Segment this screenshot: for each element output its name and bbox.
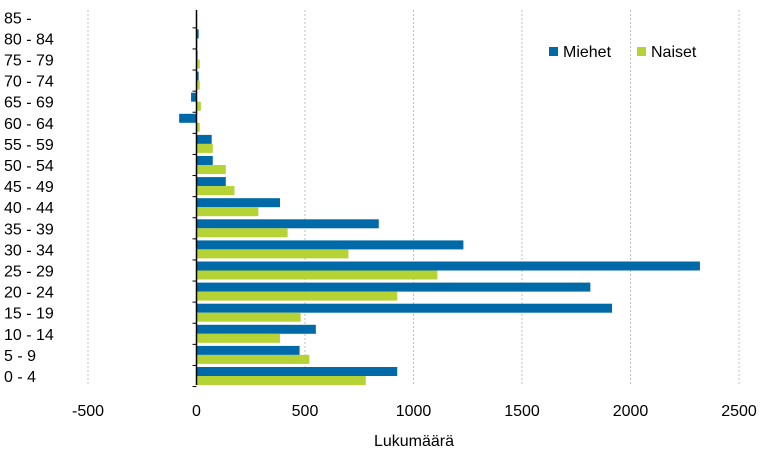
bar-naiset-0-4 [196, 376, 366, 385]
bar-miehet-10-14 [196, 324, 316, 334]
y-tick-label: 80 - 84 [4, 31, 54, 48]
bar-miehet-0-4 [196, 367, 398, 376]
bar-naiset-25-29 [196, 270, 438, 280]
y-tick-label: 75 - 79 [4, 53, 54, 70]
x-tick-label: 2500 [721, 403, 757, 420]
y-tick-label: 45 - 49 [4, 179, 54, 196]
bar-miehet-70-74 [196, 71, 199, 81]
bar-miehet-35-39 [196, 219, 379, 229]
x-tick-label: 1000 [396, 403, 432, 420]
x-tick-label: 500 [292, 403, 319, 420]
bar-miehet-20-24 [196, 282, 591, 292]
y-tick-label: 0 - 4 [4, 369, 36, 386]
y-tick-label: 15 - 19 [4, 306, 54, 323]
y-tick-label: 65 - 69 [4, 95, 54, 112]
axis-layer: -500 0 500 1000 1500 2000 2500 0 - 4 5 - 9 10 - 1… [4, 10, 757, 420]
grid-layer [87, 10, 740, 385]
bars-layer [179, 29, 700, 385]
bar-miehet-40-44 [196, 198, 281, 208]
bar-naiset-50-54 [196, 165, 226, 174]
bar-miehet-45-49 [196, 177, 226, 187]
bar-naiset-20-24 [196, 291, 398, 301]
y-tick-label: 10 - 14 [4, 327, 54, 344]
bar-naiset-55-59 [196, 143, 213, 153]
bar-naiset-45-49 [196, 186, 235, 196]
bar-naiset-70-74 [196, 80, 200, 90]
y-tick-label: 5 - 9 [4, 348, 36, 365]
bar-naiset-10-14 [196, 333, 281, 343]
bar-naiset-40-44 [196, 207, 259, 217]
legend-label-naiset: Naiset [651, 44, 697, 61]
x-tick-label: 0 [192, 403, 201, 420]
bar-naiset-35-39 [196, 228, 288, 238]
bar-miehet-15-19 [196, 303, 613, 313]
y-tick-label: 55 - 59 [4, 137, 54, 154]
y-tick-label: 30 - 34 [4, 242, 54, 259]
x-axis-title: Lukumäärä [374, 433, 454, 450]
y-tick-label: 20 - 24 [4, 285, 54, 302]
bar-miehet-25-29 [196, 261, 700, 271]
bar-naiset-60-64 [196, 122, 200, 132]
legend: Miehet Naiset [549, 44, 697, 61]
y-tick-label: 70 - 74 [4, 74, 54, 91]
y-tick-label: 35 - 39 [4, 221, 54, 238]
y-tick-label: 40 - 44 [4, 200, 54, 217]
bar-naiset-5-9 [196, 354, 310, 364]
bar-naiset-15-19 [196, 312, 301, 322]
y-tick-label: 50 - 54 [4, 158, 54, 175]
bar-naiset-75-79 [196, 59, 200, 69]
bar-naiset-30-34 [196, 249, 349, 259]
y-tick-label: 25 - 29 [4, 264, 54, 281]
bar-miehet-55-59 [196, 134, 212, 144]
bar-miehet-5-9 [196, 345, 300, 355]
x-tick-label: 1500 [504, 403, 540, 420]
bar-miehet-60-64 [179, 113, 197, 123]
x-tick-label: 2000 [613, 403, 649, 420]
bar-miehet-80-84 [196, 29, 199, 39]
legend-swatch-naiset [637, 47, 646, 56]
legend-swatch-miehet [549, 47, 558, 56]
bar-naiset-65-69 [196, 101, 201, 111]
bar-miehet-65-69 [191, 92, 197, 102]
y-tick-label: 60 - 64 [4, 116, 54, 133]
bar-miehet-30-34 [196, 240, 464, 250]
legend-label-miehet: Miehet [563, 44, 612, 61]
bar-miehet-50-54 [196, 156, 213, 165]
x-tick-label: -500 [72, 403, 104, 420]
y-tick-label: 85 - [4, 10, 32, 27]
